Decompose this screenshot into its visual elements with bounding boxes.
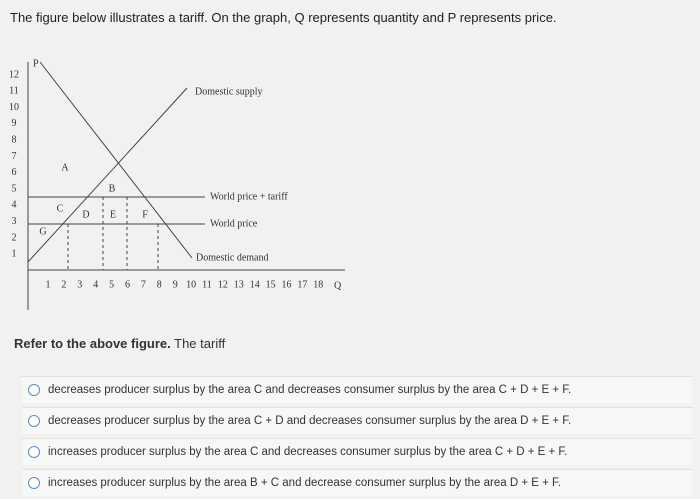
area-label: C: [57, 203, 64, 214]
radio-button[interactable]: [28, 384, 40, 396]
x-tick-label: 3: [77, 279, 82, 290]
option[interactable]: decreases producer surplus by the area C…: [22, 407, 692, 434]
y-axis-label: P: [33, 58, 39, 69]
y-tick-label: 7: [12, 151, 17, 162]
x-tick-label: 2: [61, 279, 66, 290]
prompt: Refer to the above figure. The tariff: [14, 336, 225, 351]
x-tick-label: 13: [234, 279, 244, 290]
y-tick-label: 6: [12, 167, 17, 178]
graph: P Q Domestic supply World price + tariff…: [9, 58, 345, 310]
y-tick-label: 2: [12, 232, 17, 243]
x-axis-label: Q: [334, 280, 342, 291]
y-tick-label: 9: [12, 118, 17, 129]
option-text: increases producer surplus by the area B…: [48, 477, 561, 489]
option[interactable]: decreases producer surplus by the area C…: [22, 376, 692, 403]
y-tick-label: 12: [9, 69, 19, 80]
world-price-label: World price: [210, 218, 258, 229]
x-tick-label: 18: [313, 279, 323, 290]
x-tick-label: 9: [173, 279, 178, 290]
x-tick-label: 12: [218, 279, 228, 290]
prompt-lead: Refer to the above figure.: [14, 336, 171, 351]
x-tick-label: 16: [282, 279, 292, 290]
option-text: decreases producer surplus by the area C…: [48, 384, 572, 396]
y-tick-label: 1: [12, 249, 17, 260]
y-tick-label: 4: [12, 200, 17, 211]
y-tick-label: 10: [9, 102, 19, 113]
x-tick-label: 14: [250, 279, 260, 290]
radio-button[interactable]: [28, 415, 40, 427]
x-tick-label: 8: [157, 279, 162, 290]
y-tick-label: 8: [12, 134, 17, 145]
supply-line: [27, 87, 188, 263]
y-tick-label: 11: [9, 86, 19, 97]
prompt-rest: The tariff: [174, 336, 226, 351]
x-tick-label: 4: [93, 279, 98, 290]
x-tick-label: 5: [109, 279, 114, 290]
tariff-price-label: World price + tariff: [210, 191, 288, 202]
area-label: E: [110, 209, 116, 220]
radio-button[interactable]: [28, 477, 40, 489]
x-tick-label: 7: [141, 279, 146, 290]
x-tick-label: 17: [297, 279, 307, 290]
x-tick-label: 10: [186, 279, 196, 290]
area-label: G: [39, 226, 46, 237]
x-tick-label: 6: [125, 279, 130, 290]
area-label: A: [61, 162, 69, 173]
area-label: F: [142, 209, 148, 220]
supply-label: Domestic supply: [195, 86, 263, 97]
y-tick-label: 3: [12, 216, 17, 227]
area-label: B: [109, 183, 116, 194]
question: The figure below illustrates a tariff. O…: [10, 10, 557, 25]
demand-label: Domestic demand: [196, 252, 268, 263]
radio-button[interactable]: [28, 446, 40, 458]
x-tick-label: 15: [266, 279, 276, 290]
demand-line: [39, 61, 193, 259]
option-text: increases producer surplus by the area C…: [48, 446, 568, 458]
option[interactable]: increases producer surplus by the area C…: [22, 438, 692, 465]
area-label: D: [82, 209, 89, 220]
option-text: decreases producer surplus by the area C…: [48, 415, 572, 427]
x-tick-label: 11: [202, 279, 212, 290]
x-tick-label: 1: [46, 279, 51, 290]
option[interactable]: increases producer surplus by the area B…: [22, 469, 692, 496]
y-tick-label: 5: [12, 183, 17, 194]
